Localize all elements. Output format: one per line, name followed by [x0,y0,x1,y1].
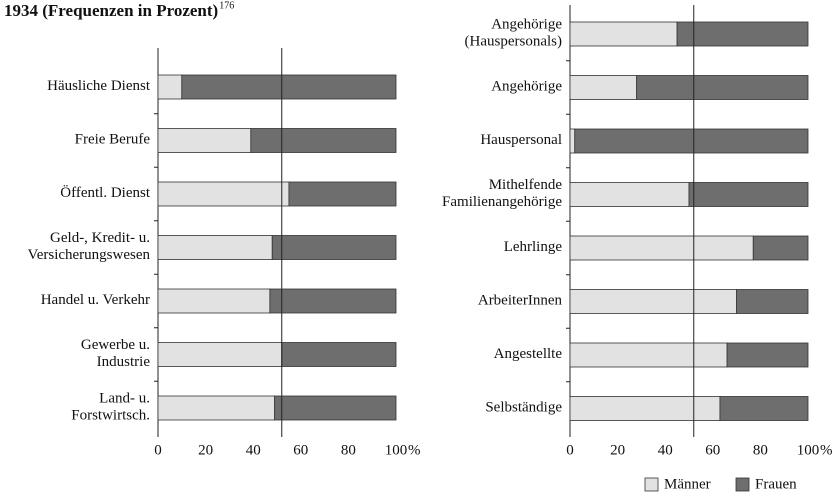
y-tick-label: Hauspersonal [480,132,562,148]
x-tick-label: 0 [566,442,574,458]
x-tick-label: 20 [610,442,625,458]
y-tick-label: Angehörige (Hauspersonals) [465,17,563,50]
bar-segment [250,128,397,153]
x-tick-label: 100 [385,442,408,458]
y-tick-label: Öffentl. Dienst [60,184,151,201]
x-axis-unit: % [820,442,833,458]
x-tick-label: 60 [293,442,308,458]
y-tick-label: Gewerbe u. Industrie [81,337,150,370]
y-tick-label: Angehörige [491,79,562,95]
bar-segment [157,235,273,260]
y-tick-label: Freie Berufe [75,132,151,148]
bar-segment [569,21,678,47]
bar-segment [688,182,809,207]
bar-segment [269,288,397,314]
title-note: 176 [219,0,234,11]
bar-segment [569,396,721,421]
bar-segment [569,342,728,368]
x-tick-label: 40 [658,442,673,458]
y-tick-label: Geld-, Kredit- u. Versicherungswesen [28,230,151,263]
x-tick-label: 0 [154,442,162,458]
legend-label: Männer [664,476,711,492]
x-tick-label: 100 [797,442,820,458]
y-tick-label: Häusliche Dienst [47,78,151,94]
chart-title: 1934 (Frequenzen in Prozent) [4,1,218,20]
bar-segment [719,396,809,421]
bar-segment [676,21,809,47]
legend-swatch [644,477,659,492]
x-tick-label: 40 [246,442,261,458]
bar-segment [636,75,809,100]
x-axis-unit: % [408,442,421,458]
bar-segment [157,288,271,314]
legend-swatch [735,477,750,492]
x-tick-label: 80 [753,442,768,458]
bar-segment [157,181,290,207]
bar-segment [569,182,690,207]
bar-segment [157,342,283,367]
bar-segment [569,235,754,261]
bar-segment [569,75,638,100]
y-tick-label: Handel u. Verkehr [41,292,150,308]
bar-segment [726,342,809,368]
bar-segment [574,128,809,154]
bar-segment [281,342,397,367]
bar-segment [288,181,397,207]
x-tick-label: 20 [198,442,213,458]
y-tick-label: Lehrlinge [504,239,563,255]
bar-segment [157,128,252,153]
bar-segment [569,289,738,314]
bar-segment [569,128,576,154]
y-tick-label: Land- u. Forstwirtsch. [71,391,150,424]
bar-segment [181,74,397,100]
y-tick-label: Mithelfende Familienangehörige [442,177,562,210]
x-tick-label: 80 [341,442,356,458]
bar-segment [271,235,397,260]
y-tick-label: ArbeiterInnen [478,293,563,309]
x-tick-label: 60 [705,442,720,458]
y-tick-label: Angestellte [494,346,563,362]
bar-segment [752,235,809,261]
legend-label: Frauen [755,476,797,492]
bar-segment [736,289,809,314]
bar-segment [274,395,397,421]
y-tick-label: Selbständige [485,400,562,416]
bar-segment [157,74,183,100]
bar-segment [157,395,276,421]
